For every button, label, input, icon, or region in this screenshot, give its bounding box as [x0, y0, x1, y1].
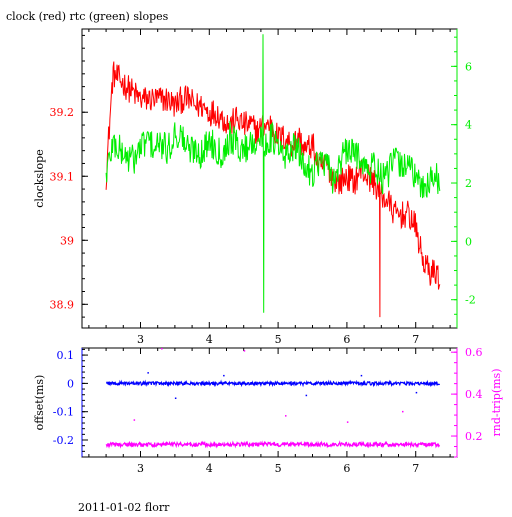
plot-frame: [81, 28, 458, 329]
series-rnd-trip-band: [105, 440, 441, 449]
y-left-tick-label: 38.9: [50, 298, 75, 311]
x-tick-label: 5: [275, 462, 282, 475]
y-right-tick-label: 0.2: [465, 430, 483, 443]
footer-caption: 2011-01-02 florr: [78, 501, 170, 512]
y-right-tick-label: 2: [465, 177, 472, 190]
y-right-axis-label: rnd-trip(ms): [490, 369, 503, 437]
y-right-tick-label: -2: [465, 294, 476, 307]
x-tick-label: 7: [412, 462, 419, 475]
x-tick-label: 3: [137, 462, 144, 475]
series-offset-band: [105, 379, 441, 388]
y-left-tick-label: -0.2: [53, 434, 74, 447]
series-rnd-trip-outlier: [402, 410, 404, 413]
x-tick-label: 6: [343, 462, 350, 475]
series-rnd-trip-outlier: [346, 421, 349, 423]
y-left-tick-label: 0.1: [57, 349, 75, 362]
x-tick-label: 4: [206, 462, 213, 475]
x-tick-label: 6: [343, 333, 350, 346]
plot-frame: [81, 347, 458, 458]
top-panel: 3 4 5 6 7 39.2 39.1 39 38.9 6 4 2 0 -2 clockslope: [33, 28, 476, 346]
y-left-axis-label: offset(ms): [33, 375, 46, 431]
bottom-panel: 3 4 5 6 7 0.1 0 -0.1 -0.2 0.6 0.4 0.2 offset(ms) rnd-…: [33, 346, 503, 475]
y-right-tick-label: 0: [465, 235, 472, 248]
y-right-tick-label: 0.6: [465, 346, 483, 359]
chart-title: clock (red) rtc (green) slopes: [6, 10, 169, 23]
series-rnd-trip-outlier: [285, 415, 287, 417]
y-right-tick-label: 6: [465, 60, 472, 73]
series-offset-outlier: [305, 394, 308, 397]
y-left-axis-label: clockslope: [33, 149, 46, 207]
series-offset-outlier: [415, 391, 418, 394]
y-left-tick-label: 39.2: [50, 106, 75, 119]
y-right-tick-label: 0.4: [465, 388, 483, 401]
x-tick-label: 5: [275, 333, 282, 346]
y-left-tick-label: 39.1: [50, 170, 75, 183]
series-offset-outlier: [360, 374, 363, 377]
series-offset-outlier: [174, 397, 177, 399]
x-tick-label: 3: [137, 333, 144, 346]
series-rnd-trip-outlier: [243, 350, 246, 352]
series-offset-outlier: [223, 374, 225, 377]
series-clock-line: [105, 61, 441, 318]
y-left-tick-label: 0: [67, 377, 74, 390]
series-rtc-line: [105, 34, 441, 313]
series-rnd-trip-outlier: [133, 419, 136, 421]
y-left-tick-label: 39: [60, 234, 74, 247]
y-left-tick-label: -0.1: [53, 406, 74, 419]
series-rnd-trip-outlier: [161, 348, 163, 350]
x-tick-label: 4: [206, 333, 213, 346]
y-right-tick-label: 4: [465, 119, 472, 132]
series-offset-outlier: [147, 372, 149, 374]
x-tick-label: 7: [412, 333, 419, 346]
